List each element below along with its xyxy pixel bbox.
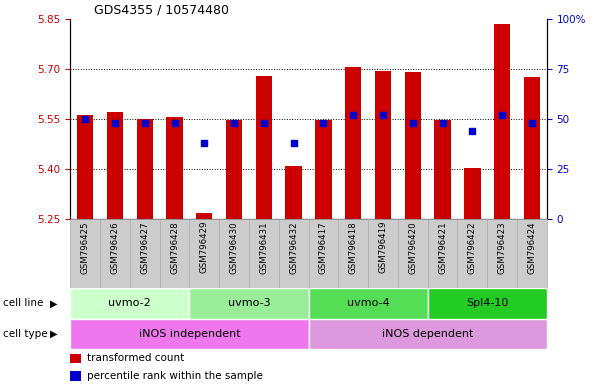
Bar (107, 113, 123, 219)
Text: uvmo-4: uvmo-4 (347, 298, 389, 308)
Text: GSM796425: GSM796425 (81, 221, 90, 273)
Text: GSM796427: GSM796427 (141, 221, 149, 273)
Point (348, 112, 358, 118)
Bar (285, 166, 302, 219)
Text: percentile rank within the sample: percentile rank within the sample (87, 371, 263, 381)
Bar (70, 319, 309, 349)
Text: Spl4-10: Spl4-10 (466, 298, 508, 308)
Bar (249, 219, 279, 288)
Bar (100, 219, 130, 288)
Point (527, 120, 537, 126)
Text: GSM796417: GSM796417 (319, 221, 328, 273)
Point (170, 120, 180, 126)
Bar (375, 71, 391, 219)
Bar (70, 371, 81, 381)
Text: GSM796431: GSM796431 (260, 221, 268, 273)
Point (408, 120, 418, 126)
Point (289, 140, 299, 146)
Point (378, 112, 388, 118)
Text: GSM796430: GSM796430 (230, 221, 238, 273)
Bar (404, 73, 421, 219)
Bar (309, 288, 428, 319)
Point (437, 120, 447, 126)
Bar (338, 219, 368, 288)
Bar (428, 288, 547, 319)
Point (80, 116, 90, 122)
Text: GSM796422: GSM796422 (468, 221, 477, 273)
Bar (130, 219, 159, 288)
Text: transformed count: transformed count (87, 353, 184, 363)
Point (140, 120, 150, 126)
Bar (434, 120, 451, 219)
Text: GSM796424: GSM796424 (527, 221, 536, 273)
Bar (279, 219, 309, 288)
Bar (309, 319, 547, 349)
Text: GSM796428: GSM796428 (170, 221, 179, 273)
Text: GSM796429: GSM796429 (200, 221, 209, 273)
Bar (189, 288, 309, 319)
Bar (494, 24, 510, 219)
Point (199, 140, 209, 146)
Bar (368, 219, 398, 288)
Text: uvmo-2: uvmo-2 (109, 298, 151, 308)
Bar (255, 76, 272, 219)
Text: ▶: ▶ (50, 298, 57, 308)
Bar (219, 219, 249, 288)
Text: GSM796421: GSM796421 (438, 221, 447, 273)
Text: GSM796426: GSM796426 (111, 221, 119, 273)
Bar (315, 120, 332, 219)
Bar (196, 213, 213, 219)
Point (497, 112, 507, 118)
Text: iNOS independent: iNOS independent (139, 329, 240, 339)
Text: cell type: cell type (3, 329, 48, 339)
Text: GSM796420: GSM796420 (408, 221, 417, 273)
Bar (70, 219, 100, 288)
Point (110, 120, 120, 126)
Text: GSM796432: GSM796432 (289, 221, 298, 273)
Bar (189, 219, 219, 288)
Point (467, 128, 477, 134)
Point (229, 120, 239, 126)
Bar (458, 219, 488, 288)
Text: GSM796423: GSM796423 (498, 221, 507, 273)
Bar (428, 219, 458, 288)
Bar (345, 68, 362, 219)
Bar (136, 119, 153, 219)
Bar (159, 219, 189, 288)
Text: cell line: cell line (3, 298, 43, 308)
Text: GDS4355 / 10574480: GDS4355 / 10574480 (94, 3, 229, 17)
Bar (70, 288, 189, 319)
Text: iNOS dependent: iNOS dependent (382, 329, 474, 339)
Bar (464, 168, 481, 219)
Bar (166, 117, 183, 219)
Bar (398, 219, 428, 288)
Bar (488, 219, 517, 288)
Text: GSM796419: GSM796419 (379, 221, 387, 273)
Bar (70, 354, 81, 363)
Bar (517, 219, 547, 288)
Text: uvmo-3: uvmo-3 (228, 298, 270, 308)
Bar (77, 115, 93, 219)
Bar (524, 78, 540, 219)
Bar (226, 120, 243, 219)
Bar (309, 219, 338, 288)
Text: GSM796418: GSM796418 (349, 221, 357, 273)
Point (318, 120, 328, 126)
Point (259, 120, 269, 126)
Text: ▶: ▶ (50, 329, 57, 339)
